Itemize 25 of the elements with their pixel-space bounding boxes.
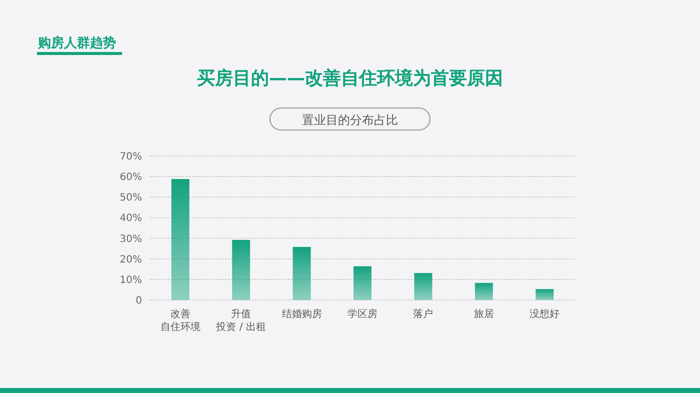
bar (354, 266, 372, 300)
x-tick-label: 学区房 (348, 308, 378, 320)
bar (536, 289, 554, 300)
x-tick-label: 落户 (413, 308, 434, 320)
y-tick-label: 20% (120, 254, 142, 266)
x-tick-label: 升值投资 / 出租 (215, 308, 266, 333)
text: 购房人群趋势 (37, 35, 116, 51)
bar (292, 246, 311, 300)
y-tick-label: 50% (120, 192, 142, 204)
chart-subtitle: 置业目的分布占比 (302, 113, 398, 127)
bar (171, 179, 190, 300)
x-tick-label: 改善自住环境 (160, 308, 200, 333)
x-tick-label: 旅居 (474, 308, 494, 320)
bar (232, 240, 250, 300)
y-tick-label: 0 (136, 296, 142, 306)
x-tick-label: 没想好 (530, 308, 560, 320)
bar (474, 282, 493, 300)
chart-title: 买房目的——改善自住环境为首要原因 (197, 68, 503, 89)
bar (414, 273, 432, 300)
y-tick-label: 60% (120, 172, 142, 184)
y-tick-label: 30% (120, 234, 142, 245)
y-tick-label: 10% (120, 274, 142, 286)
x-tick-label: 结婚购房 (282, 308, 322, 320)
y-tick-label: 40% (120, 213, 142, 224)
y-tick-label: 70% (120, 152, 142, 162)
